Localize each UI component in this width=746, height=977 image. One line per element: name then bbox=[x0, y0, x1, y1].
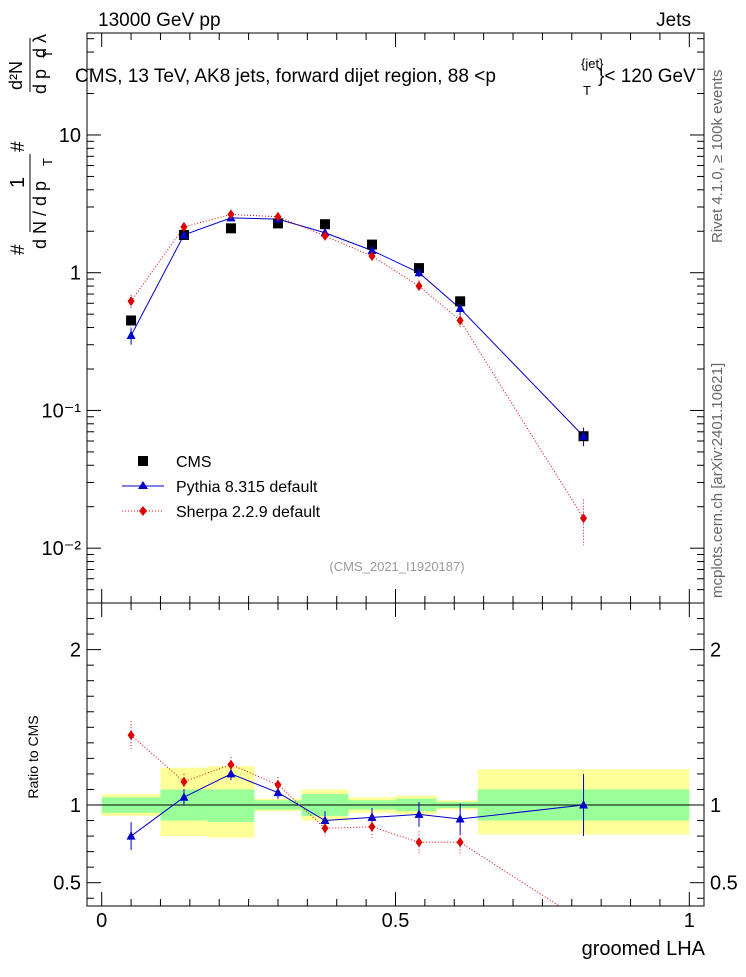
ylabel-sub1: T bbox=[40, 158, 55, 166]
header-collision: 13000 GeV pp bbox=[98, 10, 221, 31]
title-sub: T bbox=[583, 83, 591, 98]
upper-ytick-label: 10⁻² bbox=[42, 538, 82, 560]
header-category: Jets bbox=[656, 10, 691, 31]
upper-ytick-label: 10 bbox=[59, 125, 81, 147]
cms-point bbox=[272, 218, 283, 229]
ylabel-num: # bbox=[8, 244, 29, 255]
lower-ytick-label: 0.5 bbox=[53, 873, 81, 895]
cms-point bbox=[126, 315, 137, 326]
ylabel-d2n: d²N bbox=[6, 61, 26, 90]
lower-ytick-label-right: 1 bbox=[710, 795, 721, 817]
ylabel-hash: # bbox=[8, 141, 29, 152]
lower-xtick-label: 1 bbox=[684, 910, 695, 932]
sherpa-point bbox=[415, 281, 423, 292]
sherpa-point bbox=[368, 251, 376, 262]
title-tail: }< 120 GeV bbox=[598, 66, 696, 87]
sherpa-ratio-point bbox=[368, 821, 376, 832]
sherpa-ratio-point bbox=[456, 837, 464, 848]
pythia-line bbox=[130, 217, 584, 437]
lower-plot-layer: 0 0.5 1 0.5 0.5 1 1 2 2 bbox=[53, 603, 738, 932]
ylabel-dn: d N / d p bbox=[30, 181, 50, 249]
pythia-ratio-point bbox=[320, 815, 330, 825]
pythia-point bbox=[126, 330, 136, 340]
legend-pythia-marker bbox=[138, 481, 148, 489]
lower-ylabel: Ratio to CMS bbox=[25, 715, 41, 798]
upper-ytick-label: 10⁻¹ bbox=[42, 400, 82, 422]
sherpa-point bbox=[127, 296, 135, 307]
sherpa-point bbox=[580, 513, 588, 524]
sherpa-ratio-point bbox=[127, 730, 135, 741]
pythia-point bbox=[179, 229, 189, 239]
lower-xtick-label: 0.5 bbox=[382, 910, 410, 932]
legend-sherpa-label: Sherpa 2.2.9 default bbox=[176, 504, 321, 521]
upper-plot-layer: 10⁻² 10⁻¹ 1 10 bbox=[42, 33, 704, 604]
sherpa-ratio-point bbox=[227, 759, 235, 770]
mcplots-label: mcplots.cern.ch [arXiv:2401.10621] bbox=[709, 363, 726, 598]
ylabel-sub2: T bbox=[40, 50, 55, 58]
cms-point bbox=[366, 239, 377, 250]
title-main: CMS, 13 TeV, AK8 jets, forward dijet reg… bbox=[75, 66, 496, 87]
cms-point bbox=[319, 219, 330, 230]
pythia-point bbox=[367, 245, 377, 254]
lower-ytick-label: 2 bbox=[70, 640, 81, 662]
cms-point bbox=[455, 296, 466, 307]
legend-cms-marker bbox=[138, 456, 148, 466]
lower-ytick-label-right: 2 bbox=[710, 640, 721, 662]
sherpa-ratio-line bbox=[130, 734, 561, 906]
sherpa-ratio-point bbox=[180, 776, 188, 787]
sherpa-point bbox=[274, 211, 282, 222]
legend: CMS Pythia 8.315 default Sherpa 2.2.9 de… bbox=[122, 454, 321, 521]
sherpa-point bbox=[180, 221, 188, 232]
pythia-ratio-point bbox=[126, 831, 136, 840]
ylabel-dpt: d p bbox=[30, 69, 50, 94]
pythia-ratio-point bbox=[179, 792, 189, 801]
x-axis-label: groomed LHA bbox=[582, 938, 706, 960]
sherpa-point bbox=[321, 230, 329, 241]
lower-content bbox=[87, 721, 704, 906]
lower-xtick-label: 0 bbox=[96, 910, 107, 932]
sherpa-point bbox=[456, 315, 464, 326]
pythia-ratio-point bbox=[579, 800, 589, 809]
cms-point bbox=[225, 223, 236, 234]
legend-pythia-label: Pythia 8.315 default bbox=[176, 479, 318, 496]
pythia-ratio-point bbox=[273, 787, 283, 797]
pythia-point bbox=[414, 267, 424, 277]
pythia-ratio-point bbox=[226, 768, 236, 778]
lower-ytick-label-right: 0.5 bbox=[710, 873, 738, 895]
rivet-label: Rivet 4.1.0, ≥ 100k events bbox=[709, 70, 726, 243]
pythia-point bbox=[455, 303, 465, 312]
pythia-ratio-point bbox=[414, 809, 424, 818]
title-sup: {jet} bbox=[581, 56, 604, 71]
sherpa-point bbox=[227, 209, 235, 220]
sherpa-ratio-point bbox=[274, 779, 282, 790]
legend-sherpa-marker bbox=[139, 506, 147, 516]
lower-plot-frame bbox=[86, 602, 705, 907]
legend-cms-label: CMS bbox=[176, 454, 212, 471]
upper-ytick-label: 1 bbox=[70, 263, 81, 285]
sherpa-ratio-point bbox=[415, 837, 423, 848]
ylabel-one: 1 bbox=[7, 177, 29, 188]
analysis-id: (CMS_2021_I1920187) bbox=[329, 559, 464, 574]
pythia-ratio-point bbox=[455, 813, 465, 823]
lower-ytick-label: 1 bbox=[70, 795, 81, 817]
plot-title: CMS, 13 TeV, AK8 jets, forward dijet reg… bbox=[75, 56, 696, 98]
ylabel-dl: d λ bbox=[30, 34, 50, 58]
uncertainty-band-inner bbox=[207, 789, 255, 823]
sherpa-ratio-point bbox=[321, 823, 329, 834]
upper-ylabel: 1 d N / d p T # d²N d p T d λ # bbox=[6, 34, 55, 255]
pythia-point bbox=[579, 431, 589, 440]
